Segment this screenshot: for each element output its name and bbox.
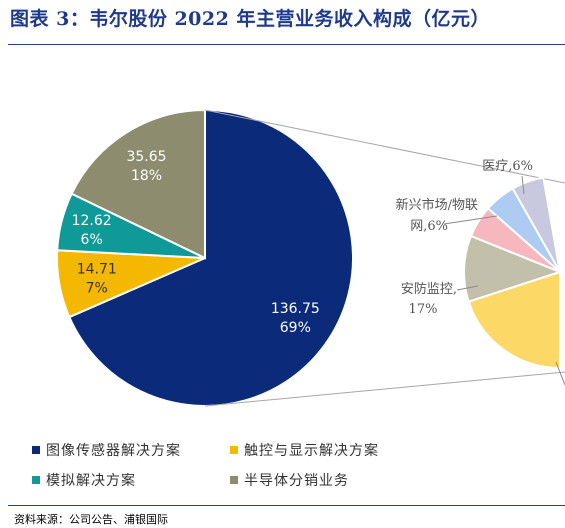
legend-label: 图像传感器解决方案 <box>46 443 181 459</box>
breakdown-slice <box>463 234 563 303</box>
legend-swatch <box>230 446 238 454</box>
breakdown-slice <box>511 176 561 273</box>
legend-swatch <box>32 446 40 454</box>
connector-lines <box>204 109 565 407</box>
slice-value-label: 14.71 <box>77 262 117 278</box>
legend-swatch <box>32 476 40 484</box>
main-pie: 136.75 69% 14.71 7% 12.62 6% 35.65 18% <box>56 108 354 407</box>
legend-item-analog: 模拟解决方案 <box>32 470 136 490</box>
leader-line <box>456 285 479 291</box>
chart-title: 图表 3：韦尔股份 2022 年主营业务收入构成（亿元） <box>10 8 490 30</box>
legend-item-touch-display: 触控与显示解决方案 <box>230 440 379 460</box>
breakdown-label: 安防监控, <box>401 281 457 297</box>
pie-slice <box>67 108 354 407</box>
top-rule <box>8 44 565 45</box>
leader-line <box>521 175 525 195</box>
legend-swatch <box>230 476 238 484</box>
connector-line-bottom <box>204 371 565 407</box>
legend-label: 模拟解决方案 <box>46 473 136 489</box>
breakdown-label: 网,6% <box>410 219 448 234</box>
legend-label: 半导体分销业务 <box>244 473 349 489</box>
legend-label: 触控与显示解决方案 <box>244 443 379 459</box>
breakdown-slice <box>467 270 561 370</box>
slice-percent-label: 18% <box>131 168 162 184</box>
connector-line-top <box>204 109 565 184</box>
source-note: 资料来源：公司公告、浦银国际 <box>14 513 168 526</box>
leader-line <box>555 361 565 386</box>
slice-percent-label: 7% <box>86 281 108 297</box>
pie-slice <box>70 108 206 260</box>
slice-value-label: 12.62 <box>72 213 112 229</box>
breakdown-label: 17% <box>409 302 438 317</box>
leader-line <box>443 215 498 225</box>
slice-value-label: 136.75 <box>271 301 320 317</box>
slice-value-label: 35.65 <box>126 149 166 165</box>
breakdown-label: 医疗,6% <box>482 159 533 174</box>
breakdown-pie: 医疗,6% 新兴市场/物联网,6% 安防监控, 17% <box>396 159 565 386</box>
slice-percent-label: 6% <box>81 232 103 248</box>
slice-percent-label: 69% <box>280 320 311 336</box>
legend-item-image-sensor: 图像传感器解决方案 <box>32 440 181 460</box>
breakdown-label: 新兴市场/物联 <box>396 197 478 213</box>
chart-canvas: 136.75 69% 14.71 7% 12.62 6% 35.65 18% 医疗,6% 新兴市… <box>56 108 565 407</box>
legend-item-distribution: 半导体分销业务 <box>230 470 349 490</box>
bottom-rule <box>8 505 565 506</box>
